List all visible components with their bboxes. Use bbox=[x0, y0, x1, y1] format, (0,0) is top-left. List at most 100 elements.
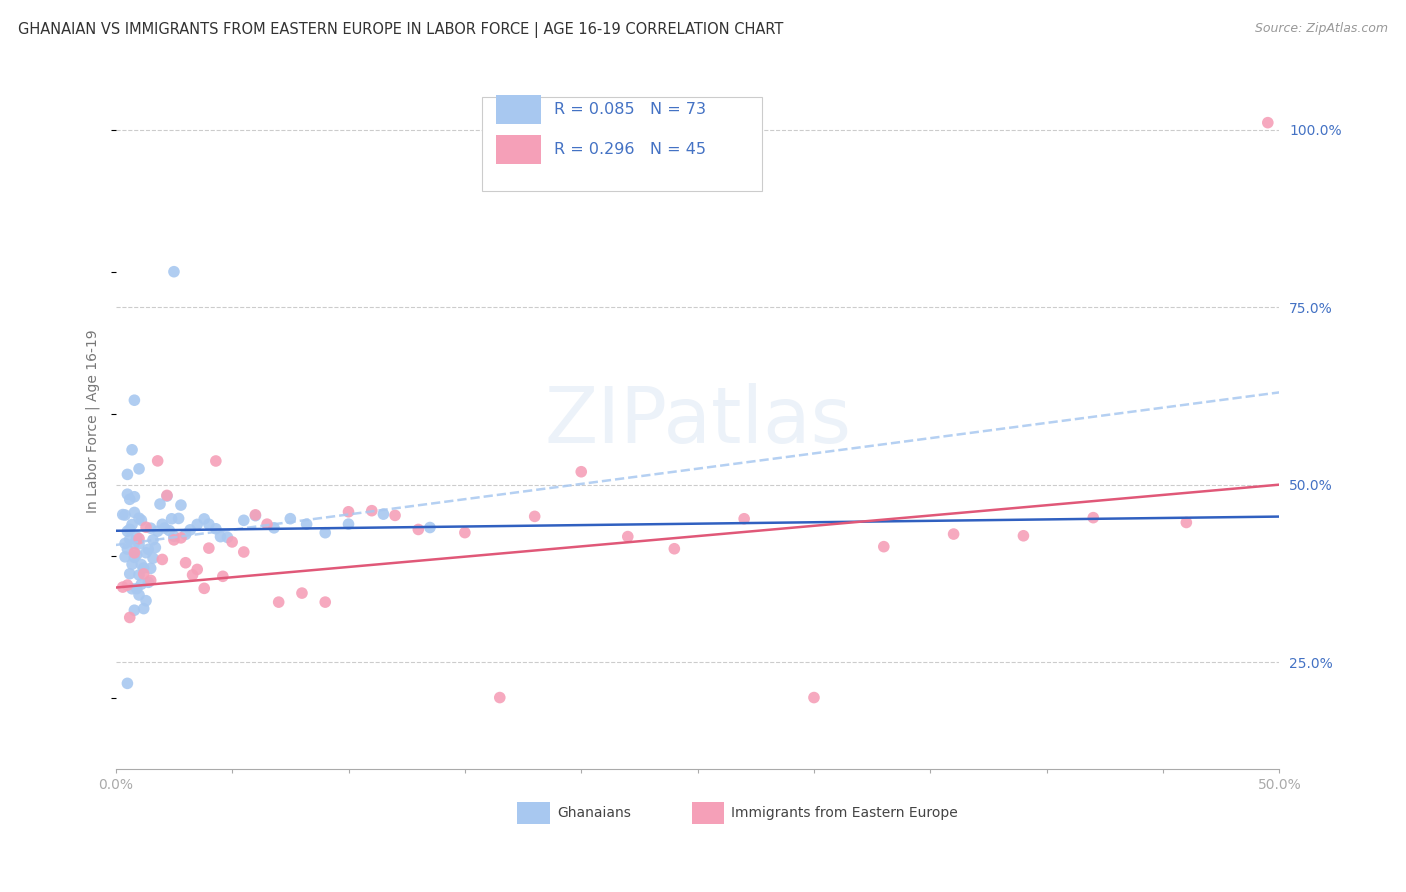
FancyBboxPatch shape bbox=[496, 135, 540, 164]
Point bbox=[124, 546, 146, 560]
Point bbox=[1083, 510, 1105, 524]
Point bbox=[523, 509, 546, 524]
Point bbox=[267, 595, 290, 609]
Point bbox=[291, 586, 314, 600]
Text: ZIPatlas: ZIPatlas bbox=[544, 383, 851, 458]
Point bbox=[245, 508, 267, 522]
Point bbox=[138, 575, 160, 590]
Text: Immigrants from Eastern Europe: Immigrants from Eastern Europe bbox=[731, 806, 957, 820]
Point bbox=[118, 610, 141, 624]
Point bbox=[205, 454, 228, 468]
Point bbox=[488, 690, 510, 705]
Point bbox=[128, 588, 150, 602]
Point bbox=[803, 690, 825, 705]
Point bbox=[198, 517, 221, 532]
FancyBboxPatch shape bbox=[496, 95, 540, 124]
Point bbox=[153, 521, 176, 535]
Point bbox=[733, 512, 755, 526]
Point bbox=[128, 511, 150, 525]
Point bbox=[419, 520, 441, 534]
Point bbox=[111, 580, 134, 594]
Point bbox=[163, 529, 186, 543]
Point bbox=[124, 505, 146, 519]
Point bbox=[186, 562, 208, 576]
Point bbox=[131, 577, 153, 591]
Point bbox=[117, 467, 139, 482]
Point bbox=[135, 546, 157, 560]
Point bbox=[160, 512, 183, 526]
Text: GHANAIAN VS IMMIGRANTS FROM EASTERN EUROPE IN LABOR FORCE | AGE 16-19 CORRELATIO: GHANAIAN VS IMMIGRANTS FROM EASTERN EURO… bbox=[18, 22, 783, 38]
Point bbox=[128, 462, 150, 476]
Point bbox=[128, 568, 150, 582]
Point bbox=[124, 490, 146, 504]
Point bbox=[124, 536, 146, 550]
Point bbox=[117, 578, 139, 592]
Point bbox=[131, 513, 153, 527]
Point bbox=[198, 541, 221, 555]
Point bbox=[118, 566, 141, 581]
Point bbox=[617, 530, 640, 544]
Y-axis label: In Labor Force | Age 16-19: In Labor Force | Age 16-19 bbox=[86, 329, 100, 513]
Point bbox=[263, 521, 285, 535]
Point bbox=[128, 537, 150, 551]
Point bbox=[205, 522, 228, 536]
Point bbox=[193, 512, 215, 526]
Point bbox=[295, 517, 318, 532]
Point bbox=[454, 525, 477, 540]
Point bbox=[117, 542, 139, 557]
Point bbox=[114, 536, 136, 550]
Point bbox=[132, 561, 155, 575]
Point bbox=[211, 569, 233, 583]
Point bbox=[873, 540, 896, 554]
Point bbox=[139, 574, 162, 588]
Point bbox=[125, 582, 148, 596]
Point bbox=[163, 533, 186, 547]
Point bbox=[256, 517, 278, 532]
Text: R = 0.296   N = 45: R = 0.296 N = 45 bbox=[554, 142, 706, 157]
Point bbox=[139, 521, 162, 535]
Text: R = 0.085   N = 73: R = 0.085 N = 73 bbox=[554, 102, 706, 117]
Point bbox=[664, 541, 686, 556]
Point bbox=[209, 530, 232, 544]
Point bbox=[167, 511, 190, 525]
Point bbox=[373, 507, 395, 521]
Point bbox=[149, 497, 172, 511]
Point bbox=[121, 582, 143, 596]
FancyBboxPatch shape bbox=[482, 97, 762, 191]
Point bbox=[179, 523, 201, 537]
Point bbox=[124, 603, 146, 617]
Point bbox=[125, 530, 148, 544]
Point bbox=[118, 522, 141, 536]
Point bbox=[124, 550, 146, 565]
Point bbox=[156, 488, 179, 502]
Point bbox=[118, 492, 141, 507]
Point bbox=[156, 489, 179, 503]
Point bbox=[245, 508, 267, 523]
Point bbox=[117, 676, 139, 690]
Point bbox=[232, 513, 254, 527]
Point bbox=[132, 601, 155, 615]
Point bbox=[117, 487, 139, 501]
Point bbox=[138, 542, 160, 557]
Point bbox=[360, 504, 382, 518]
Point bbox=[114, 508, 136, 522]
Point bbox=[150, 552, 173, 566]
FancyBboxPatch shape bbox=[517, 802, 550, 824]
Point bbox=[142, 533, 165, 547]
Point bbox=[170, 531, 193, 545]
Point bbox=[278, 511, 301, 525]
Point bbox=[186, 517, 208, 532]
Point bbox=[124, 393, 146, 408]
Point bbox=[121, 558, 143, 572]
Point bbox=[569, 465, 592, 479]
Point bbox=[121, 517, 143, 532]
Point bbox=[117, 524, 139, 539]
Point bbox=[111, 508, 134, 522]
Point bbox=[170, 498, 193, 512]
Point bbox=[174, 527, 197, 541]
Point bbox=[128, 532, 150, 546]
Point bbox=[135, 593, 157, 607]
Point bbox=[114, 549, 136, 564]
Point bbox=[132, 566, 155, 581]
Point bbox=[942, 527, 965, 541]
